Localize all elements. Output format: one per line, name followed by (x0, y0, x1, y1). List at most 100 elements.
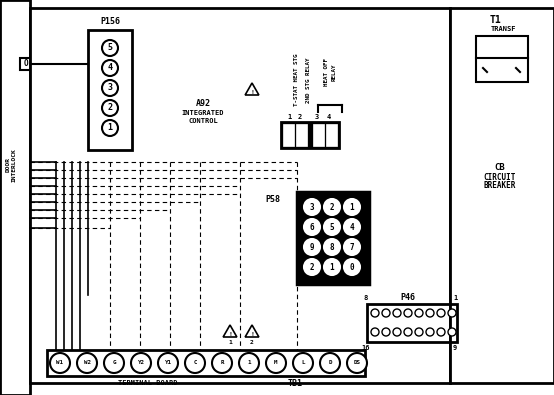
Bar (0, 0, 30, 395)
Text: DOOR
INTERLOCK: DOOR INTERLOCK (6, 148, 17, 182)
Text: 4: 4 (350, 222, 355, 231)
Text: TB1: TB1 (288, 378, 302, 387)
Circle shape (158, 353, 178, 373)
Text: P46: P46 (401, 293, 416, 303)
Text: 0: 0 (350, 263, 355, 271)
Circle shape (131, 353, 151, 373)
Circle shape (344, 219, 360, 235)
Text: DS: DS (353, 361, 361, 365)
Circle shape (102, 100, 118, 116)
Text: 4: 4 (107, 64, 112, 73)
Polygon shape (245, 83, 259, 95)
Text: T-STAT HEAT STG: T-STAT HEAT STG (294, 54, 299, 106)
Circle shape (382, 328, 390, 336)
Circle shape (404, 309, 412, 317)
Text: 9: 9 (453, 345, 457, 351)
Text: W1: W1 (57, 361, 64, 365)
Circle shape (239, 353, 259, 373)
Circle shape (304, 259, 320, 275)
Circle shape (50, 353, 70, 373)
Bar (88, 30, 132, 150)
Circle shape (448, 328, 456, 336)
Circle shape (382, 309, 390, 317)
Circle shape (437, 328, 445, 336)
Bar (476, 36, 528, 82)
Text: T1: T1 (489, 15, 501, 25)
Bar (30, 8, 450, 383)
Text: TERMINAL BOARD: TERMINAL BOARD (118, 380, 178, 386)
Text: 16: 16 (362, 345, 370, 351)
Circle shape (102, 120, 118, 136)
Text: C: C (193, 361, 197, 365)
Circle shape (404, 328, 412, 336)
Text: !: ! (250, 90, 254, 94)
Text: RELAY: RELAY (331, 63, 336, 81)
Circle shape (185, 353, 205, 373)
Text: 2: 2 (250, 340, 254, 346)
Text: L: L (301, 361, 305, 365)
Text: 1: 1 (350, 203, 355, 211)
Circle shape (426, 328, 434, 336)
Text: D: D (329, 361, 332, 365)
Bar (297, 192, 369, 284)
Circle shape (304, 199, 320, 215)
Circle shape (393, 309, 401, 317)
Text: !: ! (250, 331, 254, 337)
Text: 3: 3 (107, 83, 112, 92)
Text: G: G (112, 361, 116, 365)
Text: 2: 2 (310, 263, 314, 271)
Text: P156: P156 (100, 17, 120, 26)
Text: R: R (220, 361, 224, 365)
Circle shape (320, 353, 340, 373)
Text: 4: 4 (327, 114, 331, 120)
Text: W2: W2 (84, 361, 90, 365)
Text: 5: 5 (330, 222, 334, 231)
Text: O: O (24, 60, 28, 68)
Text: 1: 1 (287, 114, 291, 120)
Text: BREAKER: BREAKER (484, 181, 516, 190)
Text: 1: 1 (453, 295, 457, 301)
Circle shape (415, 309, 423, 317)
Polygon shape (223, 325, 237, 337)
Circle shape (393, 328, 401, 336)
Bar (20, 58, 32, 70)
Text: A92: A92 (196, 98, 211, 107)
Text: CONTROL: CONTROL (188, 118, 218, 124)
Circle shape (324, 199, 340, 215)
Text: 8: 8 (364, 295, 368, 301)
Bar (326, 124, 337, 146)
Circle shape (77, 353, 97, 373)
Polygon shape (245, 325, 259, 337)
Circle shape (102, 60, 118, 76)
Text: 2: 2 (107, 103, 112, 113)
Circle shape (415, 328, 423, 336)
Text: CIRCUIT: CIRCUIT (484, 173, 516, 181)
Text: 1: 1 (247, 361, 251, 365)
Circle shape (437, 309, 445, 317)
Circle shape (212, 353, 232, 373)
Circle shape (324, 239, 340, 255)
Circle shape (371, 328, 379, 336)
Circle shape (102, 80, 118, 96)
Circle shape (266, 353, 286, 373)
Bar (450, 8, 554, 383)
Circle shape (448, 309, 456, 317)
Circle shape (324, 259, 340, 275)
Text: !: ! (228, 331, 232, 337)
Text: 5: 5 (107, 43, 112, 53)
Circle shape (426, 309, 434, 317)
Text: 2: 2 (298, 114, 302, 120)
Circle shape (304, 239, 320, 255)
Text: 2ND STG RELAY: 2ND STG RELAY (305, 57, 310, 103)
Circle shape (344, 239, 360, 255)
Text: Y1: Y1 (165, 361, 172, 365)
Text: 1: 1 (330, 263, 334, 271)
Circle shape (102, 40, 118, 56)
Text: P58: P58 (265, 196, 280, 205)
Text: 3: 3 (315, 114, 319, 120)
Bar (47, 350, 365, 376)
Circle shape (344, 199, 360, 215)
Text: TRANSF: TRANSF (490, 26, 516, 32)
Text: 8: 8 (330, 243, 334, 252)
Circle shape (104, 353, 124, 373)
